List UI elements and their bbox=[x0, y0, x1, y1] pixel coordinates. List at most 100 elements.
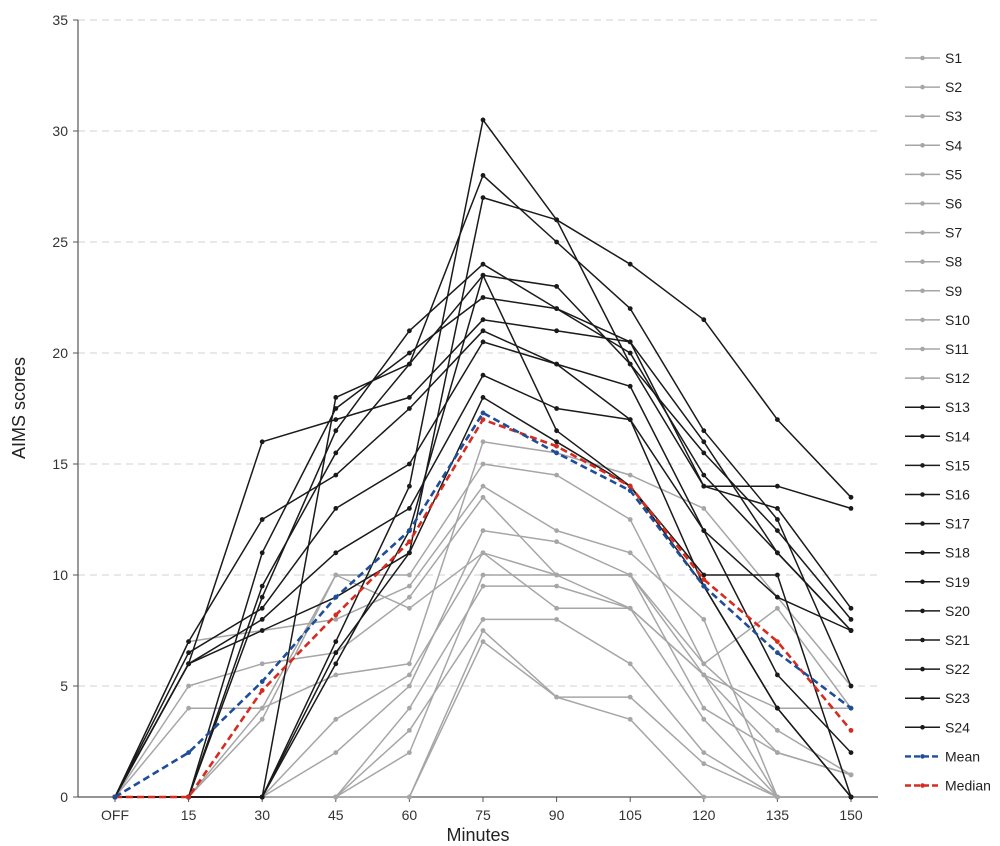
point-s16 bbox=[333, 472, 339, 478]
point-s3 bbox=[701, 617, 707, 622]
point-s6 bbox=[775, 728, 780, 733]
y-tick-label: 35 bbox=[52, 12, 68, 28]
legend-label-s19: S19 bbox=[945, 574, 970, 590]
point-s18 bbox=[701, 472, 707, 478]
point-median bbox=[554, 443, 559, 449]
point-s16 bbox=[259, 517, 265, 522]
point-s19 bbox=[333, 450, 339, 456]
point-s11 bbox=[407, 794, 412, 800]
point-s15 bbox=[480, 339, 486, 345]
point-s12 bbox=[480, 550, 486, 556]
point-s1 bbox=[627, 517, 633, 522]
point-s2 bbox=[186, 683, 192, 689]
x-tick-label: 60 bbox=[402, 807, 418, 823]
point-s12 bbox=[407, 605, 412, 611]
legend-marker-mean bbox=[920, 754, 925, 759]
legend-marker-s2 bbox=[920, 84, 925, 90]
point-s21 bbox=[480, 173, 486, 178]
point-median bbox=[480, 417, 486, 422]
legend-label-s9: S9 bbox=[945, 283, 962, 299]
point-s6 bbox=[554, 539, 559, 545]
x-tick-label: 30 bbox=[254, 807, 270, 823]
point-s16 bbox=[186, 639, 192, 644]
point-s23 bbox=[480, 195, 486, 201]
point-s4 bbox=[701, 506, 707, 511]
point-s9 bbox=[480, 617, 486, 622]
legend-label-s21: S21 bbox=[945, 632, 970, 648]
axes: 0 5 10 15 20 25 30 35 OFF 15 30 45 60 75 90 105 120 135 15… bbox=[52, 12, 878, 823]
legend-label-s6: S6 bbox=[945, 196, 962, 212]
point-s19 bbox=[701, 450, 707, 456]
point-s5 bbox=[407, 672, 412, 678]
x-tick-label: 150 bbox=[839, 807, 863, 823]
point-s20 bbox=[554, 306, 559, 311]
gridlines bbox=[78, 19, 878, 687]
point-s21 bbox=[554, 239, 559, 245]
point-s4 bbox=[186, 705, 192, 711]
legend-marker-s5 bbox=[920, 172, 925, 177]
point-s12 bbox=[333, 572, 339, 578]
point-s14 bbox=[407, 506, 412, 511]
point-s17 bbox=[259, 439, 265, 445]
legend-label-s14: S14 bbox=[945, 428, 970, 444]
x-tick-label: 90 bbox=[549, 807, 565, 823]
point-median bbox=[627, 483, 633, 489]
legend-label-s10: S10 bbox=[945, 312, 970, 328]
legend-label-s2: S2 bbox=[945, 79, 962, 95]
point-s7 bbox=[554, 572, 559, 578]
point-s17 bbox=[333, 417, 339, 422]
legend-label-mean: Mean bbox=[945, 748, 980, 764]
point-s7 bbox=[701, 705, 707, 711]
series-line-s18 bbox=[115, 296, 852, 798]
legend-marker-s18 bbox=[920, 550, 925, 555]
legend-marker-s16 bbox=[920, 492, 925, 497]
point-s24 bbox=[333, 661, 339, 667]
point-s15 bbox=[333, 506, 339, 511]
legend-label-s15: S15 bbox=[945, 457, 970, 473]
point-s3 bbox=[554, 528, 559, 533]
point-s4 bbox=[627, 472, 633, 478]
point-s14 bbox=[480, 372, 486, 378]
legend-label-s3: S3 bbox=[945, 108, 962, 124]
point-s12 bbox=[627, 605, 633, 611]
point-s6 bbox=[333, 750, 339, 755]
point-mean bbox=[848, 705, 854, 711]
point-s1 bbox=[554, 472, 559, 478]
legend-label-s8: S8 bbox=[945, 254, 962, 270]
x-tick-label: 105 bbox=[619, 807, 643, 823]
point-s12 bbox=[848, 772, 854, 778]
point-median bbox=[333, 612, 339, 618]
point-mean bbox=[480, 410, 486, 416]
x-tick-label: 15 bbox=[181, 807, 197, 823]
series-line-mean bbox=[114, 411, 852, 799]
point-s15 bbox=[186, 650, 192, 656]
legend-label-s13: S13 bbox=[945, 399, 970, 415]
legend-label-s11: S11 bbox=[945, 341, 969, 357]
x-tick-label: OFF bbox=[101, 807, 129, 823]
point-s11 bbox=[554, 694, 559, 700]
point-s1 bbox=[407, 572, 412, 578]
point-mean bbox=[186, 750, 192, 755]
y-tick-label: 15 bbox=[52, 456, 68, 472]
point-s10 bbox=[627, 694, 633, 700]
point-s8 bbox=[407, 705, 412, 711]
y-tick-label: 5 bbox=[60, 678, 68, 694]
legend-marker-s1 bbox=[920, 55, 925, 61]
point-s9 bbox=[701, 750, 707, 755]
point-s15 bbox=[848, 750, 854, 755]
point-s3 bbox=[333, 617, 339, 622]
point-s13 bbox=[480, 395, 486, 400]
point-s4 bbox=[333, 672, 339, 678]
point-s22 bbox=[627, 261, 633, 267]
series-line-s15 bbox=[114, 341, 852, 798]
point-median bbox=[186, 794, 192, 800]
point-mean bbox=[112, 794, 118, 800]
legend-marker-s11 bbox=[920, 346, 925, 352]
legend-marker-s20 bbox=[920, 608, 925, 614]
point-s11 bbox=[775, 794, 780, 800]
point-s16 bbox=[480, 328, 486, 334]
legend-marker-s3 bbox=[920, 113, 925, 119]
legend-label-s17: S17 bbox=[945, 516, 970, 532]
point-mean bbox=[554, 450, 559, 456]
series-line-s17 bbox=[114, 318, 852, 798]
